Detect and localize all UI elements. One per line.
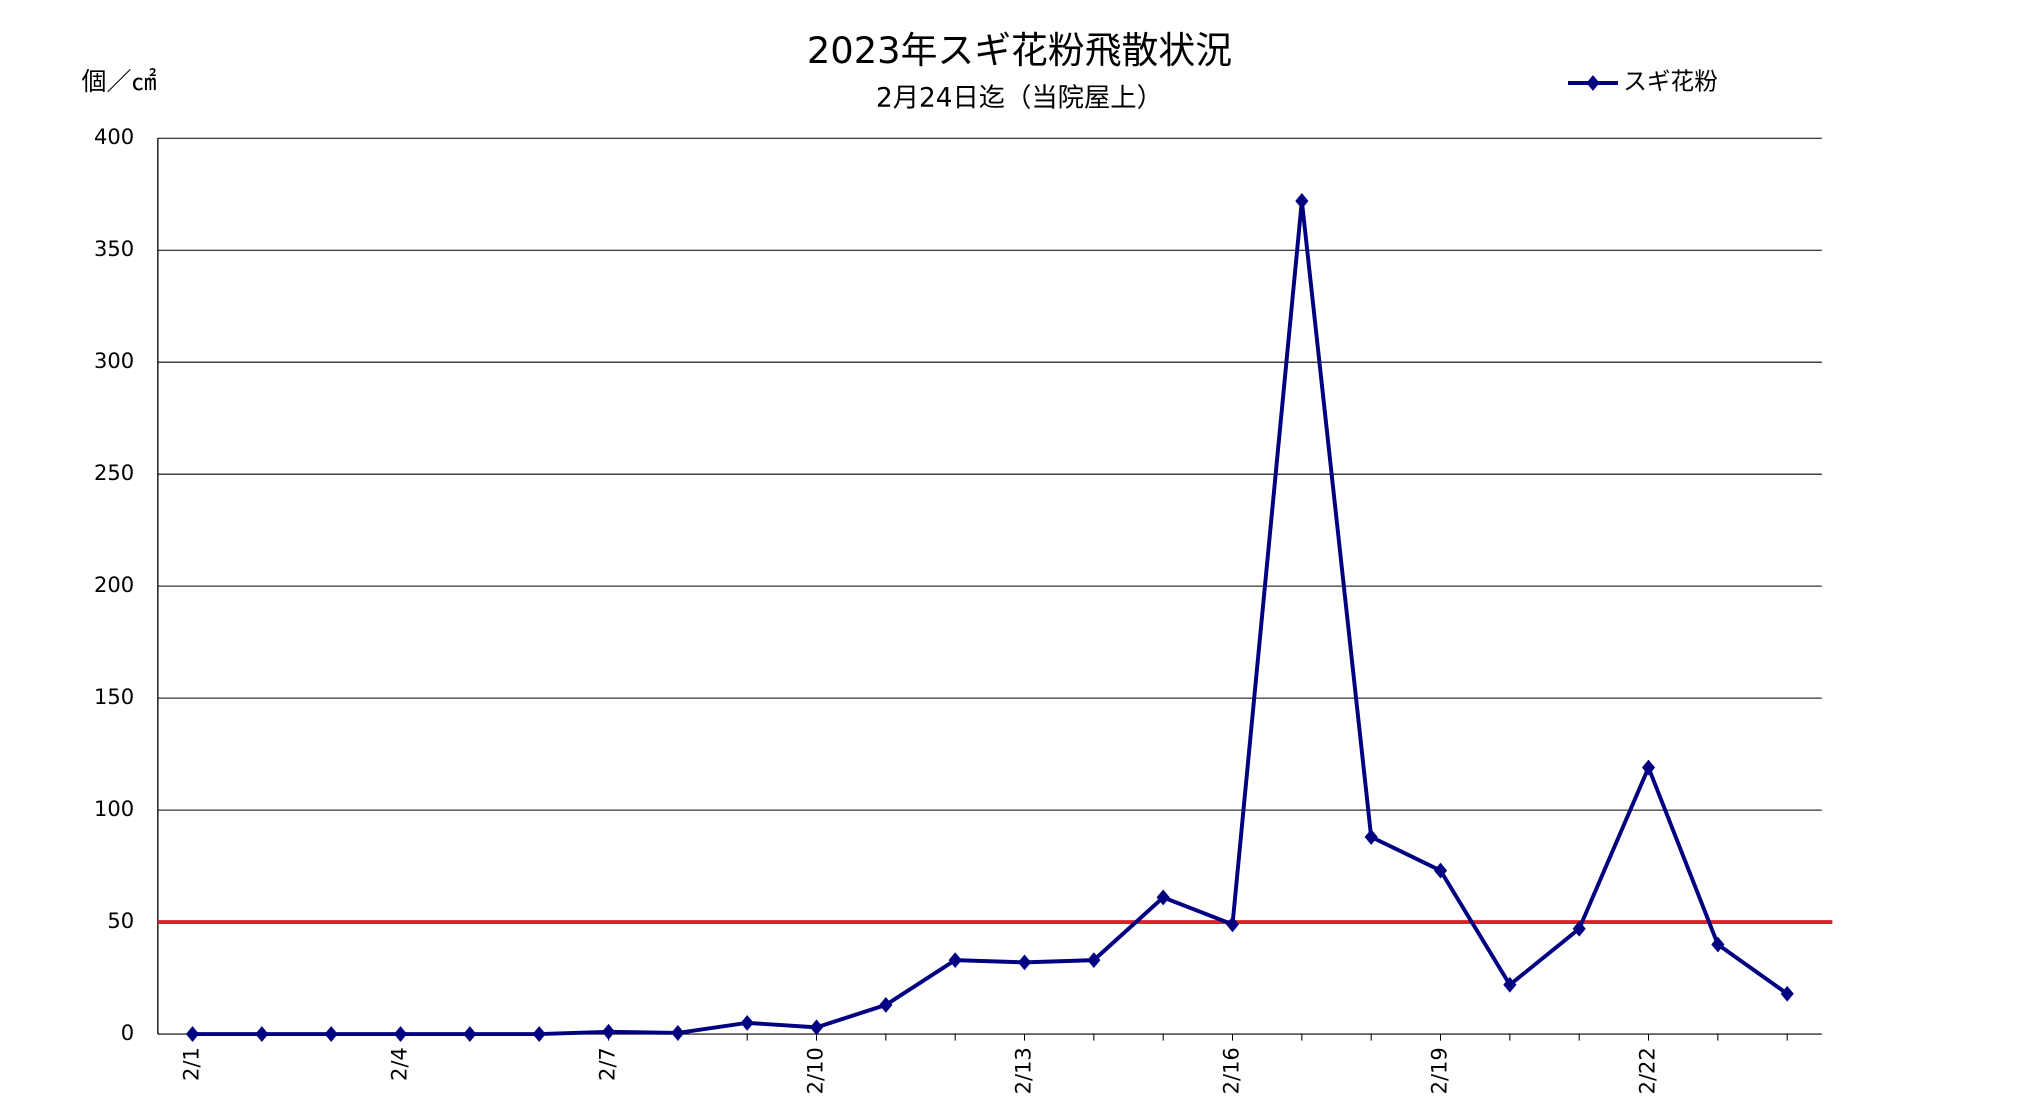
x-tick-label: 2/13 <box>1011 1047 1036 1094</box>
legend-marker <box>1586 75 1600 91</box>
y-tick-label: 100 <box>94 796 134 821</box>
point-marker <box>601 1023 616 1040</box>
chart-title: 2023年スギ花粉飛散状況 <box>807 29 1232 72</box>
y-tick-label: 50 <box>107 908 134 933</box>
point-marker <box>1711 936 1725 953</box>
x-tick-label: 2/19 <box>1427 1047 1452 1094</box>
y-tick-label: 200 <box>94 572 134 597</box>
y-tick-label: 300 <box>94 348 134 373</box>
x-tick-label: 2/16 <box>1219 1047 1244 1094</box>
point-marker <box>1780 985 1794 1002</box>
point-marker <box>1225 916 1240 933</box>
point-marker <box>463 1026 477 1042</box>
point-marker <box>393 1026 408 1042</box>
point-marker <box>255 1026 269 1042</box>
x-tick-label: 2/7 <box>595 1047 620 1081</box>
point-marker <box>879 997 893 1013</box>
point-marker <box>185 1026 200 1042</box>
point-marker <box>1641 759 1656 776</box>
point-marker <box>324 1026 338 1042</box>
point-marker <box>1017 954 1032 971</box>
series-line <box>192 200 1789 1037</box>
point-marker <box>1156 889 1170 906</box>
y-tick-label: 150 <box>94 684 134 709</box>
point-marker <box>948 952 962 969</box>
point-marker <box>1364 829 1378 845</box>
point-marker <box>1295 193 1309 209</box>
point-marker <box>809 1019 824 1036</box>
y-tick-label: 250 <box>94 460 134 485</box>
point-marker <box>1572 920 1586 937</box>
x-tick-label: 2/1 <box>179 1047 204 1081</box>
x-tick-label: 2/10 <box>803 1047 828 1094</box>
y-tick-label: 0 <box>121 1020 134 1045</box>
legend-label: スギ花粉 <box>1623 68 1718 96</box>
x-tick-label: 2/4 <box>387 1047 412 1081</box>
y-tick-label: 400 <box>94 124 134 149</box>
point-marker <box>671 1025 685 1041</box>
x-tick-label: 2/22 <box>1635 1047 1660 1094</box>
chart-subtitle: 2月24日迄（当院屋上） <box>876 83 1163 113</box>
point-marker <box>1503 976 1517 993</box>
point-marker <box>1433 862 1448 879</box>
point-marker <box>532 1026 546 1042</box>
y-axis-label: 個／㎠ <box>82 67 157 96</box>
y-tick-label: 350 <box>94 236 134 261</box>
point-marker <box>740 1014 754 1031</box>
